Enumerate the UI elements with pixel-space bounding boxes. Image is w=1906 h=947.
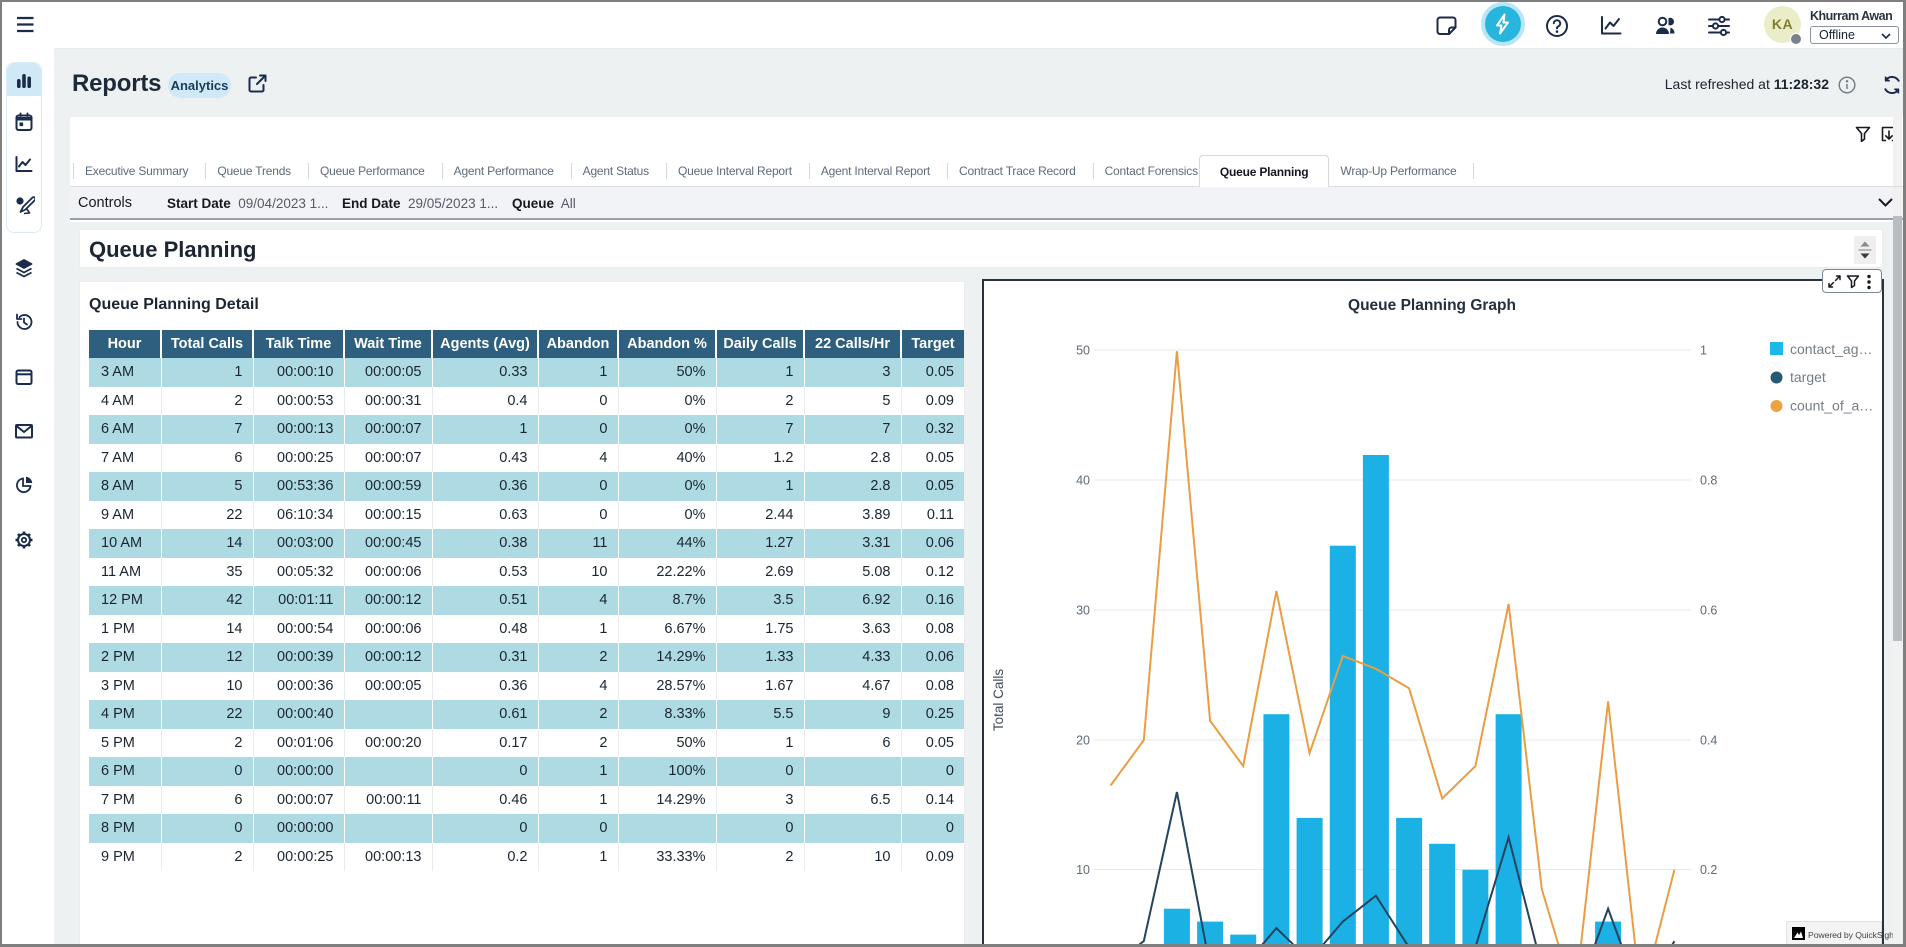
svg-text:count_of_a…: count_of_a…: [1790, 398, 1873, 414]
svg-text:0.4: 0.4: [1700, 734, 1717, 748]
svg-text:10: 10: [1076, 863, 1090, 877]
svg-text:contact_ag…: contact_ag…: [1790, 341, 1873, 357]
svg-text:0.6: 0.6: [1700, 604, 1717, 618]
svg-text:Total Calls: Total Calls: [991, 669, 1006, 732]
svg-text:target: target: [1790, 369, 1826, 385]
svg-text:1: 1: [1700, 344, 1707, 358]
svg-text:Queue Planning Graph: Queue Planning Graph: [1348, 297, 1516, 314]
svg-text:20: 20: [1076, 734, 1090, 748]
svg-text:0.8: 0.8: [1700, 474, 1717, 488]
svg-text:30: 30: [1076, 604, 1090, 618]
svg-text:40: 40: [1076, 474, 1090, 488]
svg-text:50: 50: [1076, 344, 1090, 358]
svg-text:0.2: 0.2: [1700, 863, 1717, 877]
